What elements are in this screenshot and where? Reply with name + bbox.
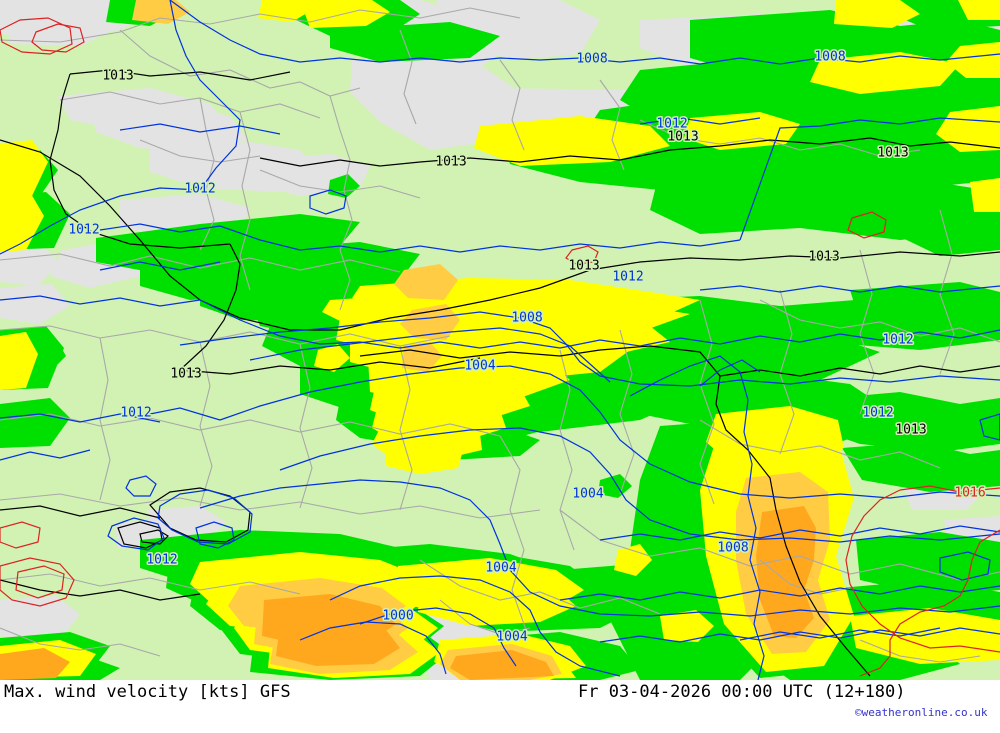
isobar-label: 1004 bbox=[572, 487, 603, 502]
forecast-datetime: Fr 03-04-2026 00:00 UTC (12+180) bbox=[578, 682, 906, 702]
copyright-credit: ©weatheronline.co.uk bbox=[855, 706, 988, 719]
map-footer: Max. wind velocity [kts] GFS Fr 03-04-20… bbox=[0, 680, 1000, 733]
isobar-label: 1012 bbox=[612, 270, 643, 285]
isobar-label: 1016 bbox=[954, 486, 985, 501]
isobar-label: 1012 bbox=[862, 406, 893, 421]
isobar-label: 1012 bbox=[120, 406, 151, 421]
isobar-label: 1012 bbox=[882, 333, 913, 348]
isobar-label: 1013 bbox=[102, 69, 133, 84]
isobar-label: 1008 bbox=[717, 541, 748, 556]
isobar-label: 1000 bbox=[382, 609, 413, 624]
isobar-label: 1013 bbox=[808, 250, 839, 265]
isobar-label: 1004 bbox=[464, 359, 495, 374]
isobar-label: 1012 bbox=[68, 223, 99, 238]
isobar-label: 1013 bbox=[170, 367, 201, 382]
isobar-label: 1013 bbox=[895, 423, 926, 438]
isobar-label: 1008 bbox=[576, 52, 607, 67]
isobar-label: 1004 bbox=[496, 630, 527, 645]
weather-map[interactable]: 1013 1008 1008 1012 1013 1013 1013 1012 1012 1013… bbox=[0, 0, 1000, 680]
isobar-label: 1013 bbox=[877, 146, 908, 161]
isobar-lines-low bbox=[0, 0, 1000, 680]
country-borders bbox=[0, 7, 1000, 663]
isobar-label: 1012 bbox=[146, 553, 177, 568]
isobar-label: 1004 bbox=[485, 561, 516, 576]
isobar-label: 1013 bbox=[435, 155, 466, 170]
isobar-label: 1012 bbox=[656, 117, 687, 132]
isobar-label: 1008 bbox=[814, 50, 845, 65]
chart-title: Max. wind velocity [kts] GFS bbox=[4, 682, 291, 702]
isobar-label: 1008 bbox=[511, 311, 542, 326]
isobar-label: 1012 bbox=[184, 182, 215, 197]
isobar-label: 1013 bbox=[667, 130, 698, 145]
isobar-lines-high bbox=[0, 17, 1000, 677]
isobar-label: 1013 bbox=[568, 259, 599, 274]
